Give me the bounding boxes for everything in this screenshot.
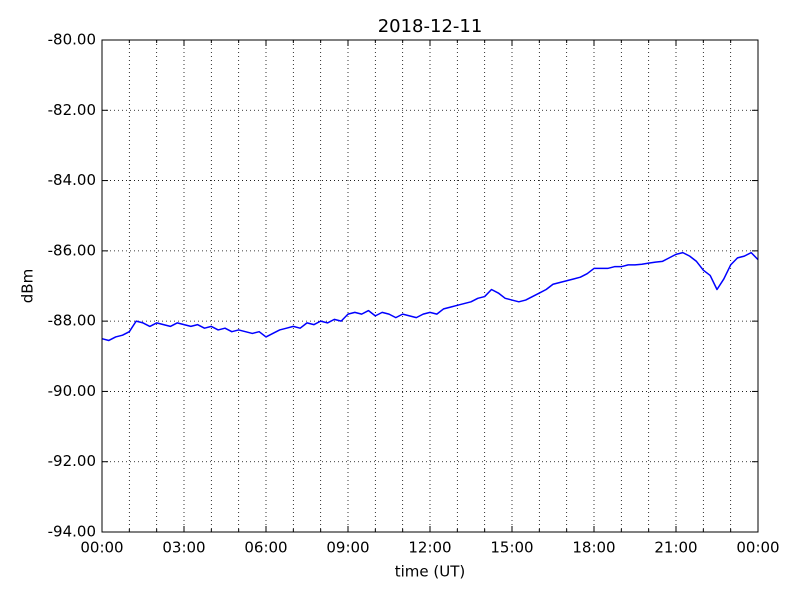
y-tick-label: -84.00 <box>48 171 96 189</box>
plot-frame <box>101 39 759 533</box>
y-tick-label: -82.00 <box>48 101 96 119</box>
data-line <box>101 251 759 342</box>
x-tick-label: 03:00 <box>162 539 205 557</box>
y-tick-label: -92.00 <box>48 452 96 470</box>
x-tick-label: 21:00 <box>654 539 697 557</box>
y-tick-label: -88.00 <box>48 312 96 330</box>
y-tick-label: -94.00 <box>48 523 96 541</box>
x-tick-label: 06:00 <box>244 539 287 557</box>
chart-title: 2018-12-11 <box>378 16 483 37</box>
y-tick-label: -90.00 <box>48 382 96 400</box>
x-axis-label: time (UT) <box>395 563 466 581</box>
x-tick-label: 09:00 <box>326 539 369 557</box>
x-tick-label: 00:00 <box>736 539 779 557</box>
y-axis-label: dBm <box>19 269 37 303</box>
x-tick-label: 00:00 <box>80 539 123 557</box>
x-tick-label: 12:00 <box>408 539 451 557</box>
y-tick-label: -80.00 <box>48 31 96 49</box>
y-tick-label: -86.00 <box>48 241 96 259</box>
x-tick-label: 18:00 <box>572 539 615 557</box>
x-tick-label: 15:00 <box>490 539 533 557</box>
